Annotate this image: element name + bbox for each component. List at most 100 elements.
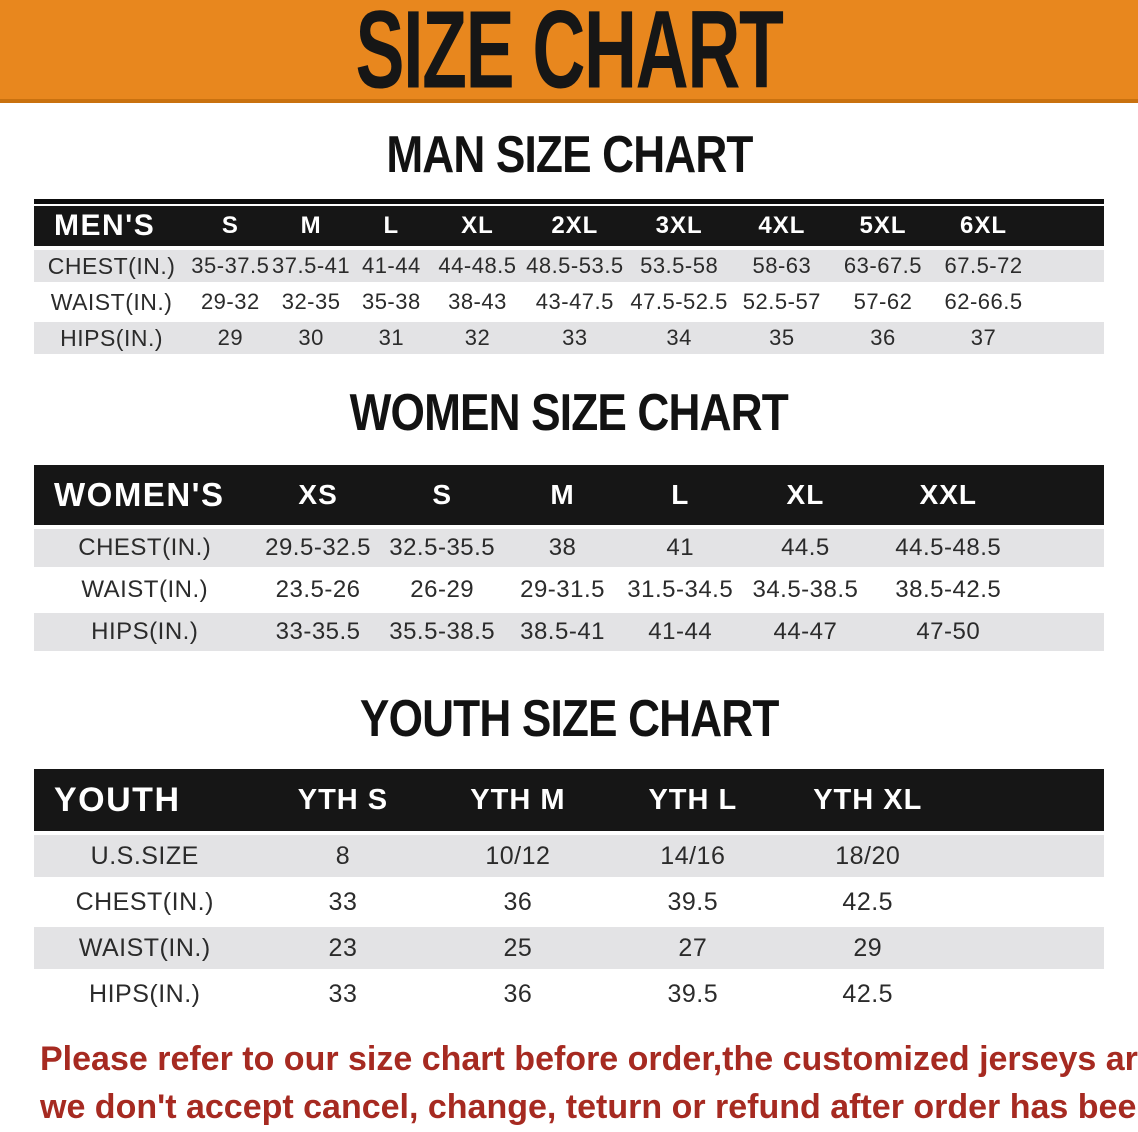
table-header-cell: 6XL [933,206,1034,246]
value-cell: 23.5-26 [255,571,381,609]
value-cell: 38-43 [432,286,523,318]
table-wrap: MEN'S S M L XL 2XL 3XL 4XL 5XL 6XL CHEST(IN.) 35-37… [34,199,1104,358]
row-label-cell: CHEST(IN.) [34,250,190,282]
table-row: HIPS(IN.) 33-35.5 35.5-38.5 38.5-41 41-44 44-… [34,613,1104,651]
table-row: CHEST(IN.) 33 36 39.5 42.5 [34,881,1104,923]
size-chart-section: MAN SIZE CHART MEN'S S M L XL 2XL 3XL 4XL 5XL 6XL C… [0,129,1138,358]
value-cell: 35 [731,322,833,354]
spacer-cell [1033,250,1104,282]
value-cell: 34 [626,322,732,354]
value-cell: 67.5-72 [933,250,1034,282]
spacer-cell [955,973,1104,1015]
row-label-cell: HIPS(IN.) [34,973,256,1015]
spacer-cell [955,769,1104,831]
footer-notice: Please refer to our size chart before or… [40,1035,1138,1132]
value-cell: 44-48.5 [432,250,523,282]
value-cell: 41 [621,529,740,567]
table-row: WAIST(IN.) 29-32 32-35 35-38 38-43 43-47.5 47.… [34,286,1104,318]
spacer-cell [1024,571,1104,609]
footer-line-2: we don't accept cancel, change, teturn o… [40,1088,1138,1127]
section-heading-text: WOMEN SIZE CHART [349,384,789,442]
value-cell: 31.5-34.5 [621,571,740,609]
table-header-cell: S [189,206,272,246]
value-cell: 30 [271,322,351,354]
row-label-cell: WAIST(IN.) [34,927,256,969]
table-row: HIPS(IN.) 29 30 31 32 33 34 35 36 37 [34,322,1104,354]
value-cell: 37 [933,322,1034,354]
value-cell: 37.5-41 [271,250,351,282]
table-header-cell: 2XL [522,206,627,246]
value-cell: 29-32 [189,286,272,318]
value-cell: 36 [430,973,606,1015]
table-header-cell: L [621,465,740,525]
table-header-cell: YTH L [605,769,781,831]
value-cell: 41-44 [621,613,740,651]
value-cell: 33 [522,322,627,354]
table-row: WAIST(IN.) 23.5-26 26-29 29-31.5 31.5-34.5 34… [34,571,1104,609]
table-header-label: YOUTH [34,769,256,831]
value-cell: 42.5 [780,973,956,1015]
section-heading: YOUTH SIZE CHART [0,693,1138,745]
table-header-row: MEN'S S M L XL 2XL 3XL 4XL 5XL 6XL [34,206,1104,246]
value-cell: 33 [255,973,431,1015]
spacer-cell [1024,465,1104,525]
value-cell: 35-38 [350,286,432,318]
table-header-cell: L [350,206,432,246]
row-label-cell: HIPS(IN.) [34,613,256,651]
table-header-cell: M [271,206,351,246]
value-cell: 29.5-32.5 [255,529,381,567]
row-label-cell: WAIST(IN.) [34,286,190,318]
spacer-cell [955,927,1104,969]
value-cell: 29-31.5 [503,571,622,609]
table-header-cell: XXL [871,465,1025,525]
table-header-cell: M [503,465,622,525]
spacer-cell [1024,529,1104,567]
section-heading-text: YOUTH SIZE CHART [359,690,779,748]
value-cell: 39.5 [605,881,781,923]
value-cell: 33 [255,881,431,923]
size-chart-sections: MAN SIZE CHART MEN'S S M L XL 2XL 3XL 4XL 5XL 6XL C… [0,129,1138,1019]
section-heading-text: MAN SIZE CHART [385,126,753,184]
value-cell: 44.5-48.5 [871,529,1025,567]
value-cell: 33-35.5 [255,613,381,651]
table-header-cell: YTH M [430,769,606,831]
size-chart-section: YOUTH SIZE CHART YOUTH YTH S YTH M YTH L YTH … [0,693,1138,1019]
table-top-rule [34,199,1104,204]
value-cell: 25 [430,927,606,969]
value-cell: 53.5-58 [626,250,732,282]
value-cell: 32 [432,322,523,354]
table-header-label: WOMEN'S [34,465,256,525]
section-heading: MAN SIZE CHART [0,129,1138,181]
value-cell: 38 [503,529,622,567]
spacer-cell [1033,206,1104,246]
row-label-cell: CHEST(IN.) [34,529,256,567]
table-row: WAIST(IN.) 23 25 27 29 [34,927,1104,969]
table-header-cell: 3XL [626,206,732,246]
spacer-cell [1033,286,1104,318]
value-cell: 10/12 [430,835,606,877]
table-header-cell: YTH S [255,769,431,831]
table-header-cell: 5XL [832,206,934,246]
value-cell: 36 [430,881,606,923]
value-cell: 18/20 [780,835,956,877]
value-cell: 35-37.5 [189,250,272,282]
section-heading: WOMEN SIZE CHART [0,387,1138,439]
table-header-cell: 4XL [731,206,833,246]
value-cell: 14/16 [605,835,781,877]
table-header-cell: XL [432,206,523,246]
row-label-cell: U.S.SIZE [34,835,256,877]
value-cell: 26-29 [380,571,504,609]
table-row: CHEST(IN.) 35-37.5 37.5-41 41-44 44-48.5 48.5… [34,250,1104,282]
spacer-cell [955,881,1104,923]
value-cell: 47-50 [871,613,1025,651]
size-table-men: MEN'S S M L XL 2XL 3XL 4XL 5XL 6XL CHEST(IN.) 35-37… [34,202,1104,358]
size-table-women: WOMEN'S XS S M L XL XXL CHEST(IN.) 29.5-32.5 32.5… [34,461,1104,655]
value-cell: 27 [605,927,781,969]
value-cell: 57-62 [832,286,934,318]
row-label-cell: WAIST(IN.) [34,571,256,609]
table-header-cell: YTH XL [780,769,956,831]
size-table-youth: YOUTH YTH S YTH M YTH L YTH XL U.S.SIZE 8 10/12… [34,765,1104,1019]
value-cell: 38.5-42.5 [871,571,1025,609]
row-label-cell: HIPS(IN.) [34,322,190,354]
value-cell: 44-47 [739,613,872,651]
